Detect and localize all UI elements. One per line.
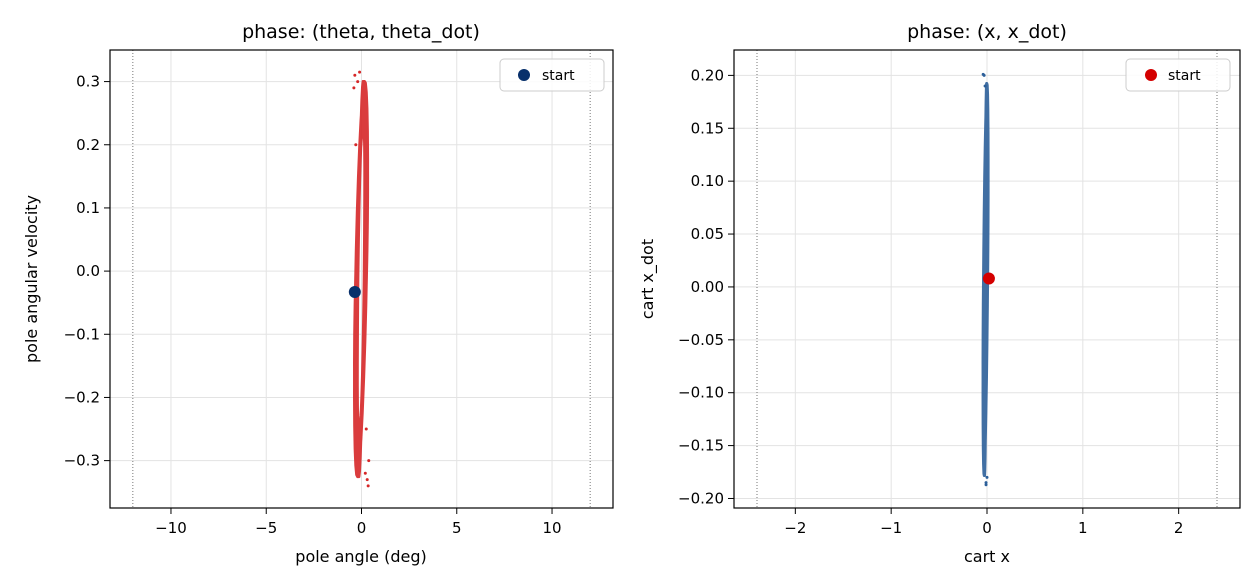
trajectory	[981, 72, 990, 487]
trajectory-point	[365, 478, 369, 482]
y-tick-label: −0.15	[678, 437, 724, 455]
y-tick-label: −0.10	[678, 384, 724, 402]
trajectory-point	[984, 481, 988, 485]
legend-box	[1125, 58, 1231, 92]
x-ticks: −2 −1 0 1 2	[784, 508, 1183, 537]
y-tick-label: −0.1	[64, 325, 100, 343]
y-ticks: −0.20 −0.15 −0.10 −0.05 0.00 0.05 0.10 0.15 0.20	[678, 66, 734, 507]
y-tick-label: 0.0	[76, 262, 100, 280]
x-ticks: −10 −5 0 5 10	[155, 508, 562, 537]
x-tick-label: 0	[982, 519, 992, 537]
start-marker	[348, 285, 361, 298]
chart-title: phase: (x, x_dot)	[907, 21, 1067, 43]
legend-label: start	[542, 68, 575, 84]
trajectory-path	[981, 82, 990, 478]
trajectory-point	[363, 471, 367, 475]
trajectory-point	[983, 84, 987, 88]
panel-theta: phase: (theta, theta_dot) −10 −5 0 5 10 −0.3…	[22, 21, 614, 566]
start-marker	[982, 272, 995, 285]
y-tick-label: 0.3	[76, 73, 100, 91]
y-tick-label: 0.20	[691, 66, 724, 84]
chart-title: phase: (theta, theta_dot)	[242, 21, 480, 43]
y-tick-label: 0.15	[691, 119, 724, 137]
trajectory	[352, 70, 371, 488]
reference-lines	[756, 50, 1218, 508]
x-tick-label: −5	[255, 519, 277, 537]
trajectory-point	[358, 70, 362, 74]
trajectory-point	[353, 73, 357, 77]
legend-marker	[1145, 69, 1157, 81]
trajectory-point	[985, 475, 989, 479]
trajectory-point	[356, 80, 360, 84]
x-tick-label: −1	[880, 519, 902, 537]
trajectory-point	[364, 427, 368, 431]
y-tick-label: 0.2	[76, 136, 100, 154]
y-tick-label: 0.1	[76, 199, 100, 217]
reference-lines	[132, 50, 591, 508]
x-tick-label: 1	[1078, 519, 1088, 537]
panel-x: phase: (x, x_dot) −2 −1 0 1 2 −0.20 −0.15 −0.1…	[638, 21, 1241, 566]
trajectory-path	[353, 79, 370, 479]
trajectory-point	[366, 484, 370, 488]
start-marker-layer	[982, 272, 995, 285]
legend-label: start	[1168, 68, 1201, 84]
y-axis-label: pole angular velocity	[22, 195, 41, 363]
y-tick-label: 0.00	[691, 278, 724, 296]
start-marker-layer	[348, 285, 361, 298]
x-tick-label: 0	[357, 519, 367, 537]
legend-marker	[518, 69, 530, 81]
legend-box	[499, 58, 605, 92]
y-tick-label: 0.05	[691, 225, 724, 243]
trajectory-point	[981, 72, 985, 76]
x-tick-label: −2	[784, 519, 806, 537]
y-ticks: −0.3 −0.2 −0.1 0.0 0.1 0.2 0.3	[64, 73, 110, 470]
y-tick-label: −0.2	[64, 388, 100, 406]
y-tick-label: −0.3	[64, 452, 100, 470]
x-axis-label: cart x	[964, 547, 1010, 566]
y-axis-label: cart x_dot	[638, 239, 658, 319]
y-tick-label: −0.20	[678, 489, 724, 507]
legend: start	[499, 58, 605, 92]
trajectory-point	[354, 143, 358, 147]
trajectory-point	[352, 86, 356, 90]
trajectory-point	[367, 459, 371, 463]
x-tick-label: 2	[1174, 519, 1184, 537]
x-tick-label: 10	[542, 519, 561, 537]
x-axis-label: pole angle (deg)	[295, 547, 426, 566]
legend: start	[1125, 58, 1231, 92]
x-tick-label: −10	[155, 519, 187, 537]
x-tick-label: 5	[452, 519, 462, 537]
trajectory-point	[984, 483, 988, 487]
y-tick-label: 0.10	[691, 172, 724, 190]
y-tick-label: −0.05	[678, 331, 724, 349]
